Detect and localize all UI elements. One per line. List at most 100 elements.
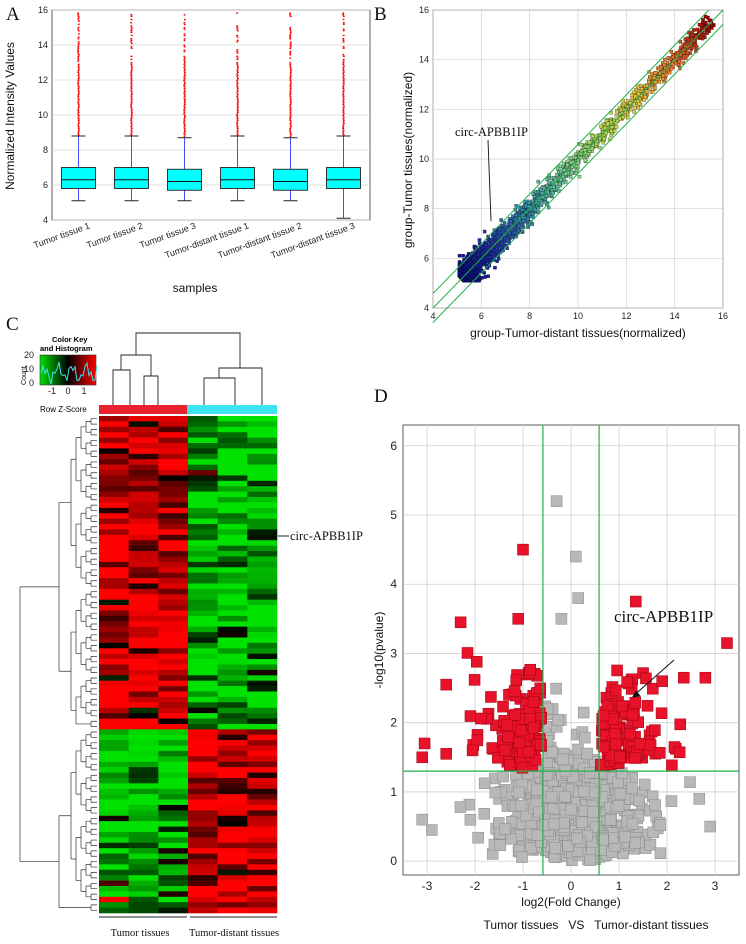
panel-d-point-sig (656, 675, 668, 687)
panel-a-outlier (183, 18, 186, 21)
heatmap-cell (217, 707, 248, 714)
panel-b-point (530, 199, 535, 204)
panel-b-point (507, 231, 512, 235)
heatmap-cell (188, 696, 218, 703)
panel-a-outlier (77, 41, 80, 43)
panel-d-point-nonsig (572, 592, 584, 604)
panel-d-point-sig (440, 748, 452, 760)
heatmap-cell (188, 497, 218, 503)
row-dendrogram-branch (90, 429, 97, 436)
heatmap-cell (158, 513, 189, 519)
heatmap-cell (128, 891, 159, 898)
heatmap-cell (217, 459, 248, 465)
heatmap-cell (128, 750, 159, 757)
panel-a-outlier (183, 73, 186, 75)
panel-b-point (685, 50, 689, 55)
heatmap-cell (128, 534, 159, 541)
panel-a-box (167, 168, 202, 191)
panel-a-outlier (130, 84, 133, 86)
panel-d-point-nonsig (559, 790, 571, 803)
panel-a-outlier (289, 114, 292, 117)
panel-a-outlier (289, 47, 292, 50)
panel-a-outlier (289, 98, 292, 101)
panel-a-outlier (183, 86, 186, 88)
heatmap-cell (158, 669, 189, 676)
heatmap-cell (217, 448, 248, 455)
row-dendrogram-branch (90, 828, 97, 836)
panel-b-xtick: 14 (670, 311, 680, 321)
panel-b-point (509, 219, 513, 223)
row-dendrogram-branch (90, 645, 97, 652)
heatmap-cell (128, 653, 159, 660)
panel-d-point-sig (721, 637, 733, 649)
heatmap-cell (99, 653, 129, 660)
row-dendrogram-branch (80, 512, 86, 536)
panel-a-outlier (130, 41, 133, 43)
heatmap-cell (188, 421, 218, 428)
panel-d-point-sig (624, 728, 636, 741)
panel-b-point (477, 278, 481, 283)
row-dendrogram-branch (90, 699, 97, 706)
heatmap-cell (188, 896, 218, 903)
heatmap-cell (99, 794, 129, 800)
panel-a-outlier (342, 118, 345, 120)
heatmap-cell (217, 831, 248, 838)
row-dendrogram-branch (90, 623, 97, 630)
heatmap-cell (128, 648, 159, 654)
heatmap-cell (128, 561, 159, 568)
panel-a-outlier (183, 100, 186, 102)
panel-a-outlier (342, 14, 345, 16)
heatmap-cell (158, 664, 189, 671)
panel-a-outlier (77, 66, 80, 69)
heatmap-cell (188, 707, 218, 714)
heatmap-cell (99, 626, 129, 633)
panel-a-outlier (236, 71, 239, 73)
panel-a-ytick: 8 (43, 145, 48, 155)
heatmap-cell (128, 513, 159, 519)
heatmap-cell (128, 448, 159, 455)
heatmap-cell (247, 761, 278, 768)
heatmap-cell (247, 718, 278, 725)
panel-a-outlier (130, 127, 133, 129)
heatmap-cell (128, 545, 159, 552)
heatmap-cell (128, 459, 159, 465)
row-dendrogram-branch (85, 842, 91, 854)
panel-a-outlier (77, 82, 80, 85)
panel-a-outlier (183, 46, 186, 48)
row-dendrogram-branch (85, 593, 91, 606)
row-dendrogram-branch (80, 826, 86, 849)
panel-b-point (499, 223, 504, 228)
panel-a-outlier (289, 74, 292, 77)
heatmap-cell (128, 421, 159, 428)
panel-a-outlier (289, 15, 292, 18)
color-key-title-1: Color Key (52, 335, 88, 344)
heatmap-cell (99, 621, 129, 627)
panel-a-outlier (342, 122, 345, 125)
panel-a-outlier (130, 97, 133, 99)
row-dendrogram-branch (85, 637, 91, 649)
heatmap-cell (128, 810, 159, 817)
panel-a-outlier (77, 49, 80, 51)
heatmap-cell (158, 902, 189, 908)
row-dendrogram-branch (90, 861, 97, 868)
heatmap-cell (99, 486, 129, 492)
panel-b-point (559, 177, 563, 182)
panel-d-point-nonsig (525, 842, 537, 854)
heatmap-cell (158, 443, 189, 449)
panel-d-point-sig (607, 713, 620, 725)
heatmap-cell (247, 545, 278, 552)
panel-a-outlier (77, 50, 80, 53)
panel-b-point (502, 221, 507, 225)
heatmap-cell (128, 756, 159, 763)
heatmap-cell (217, 464, 248, 471)
heatmap-cell (128, 497, 159, 503)
heatmap-cell (158, 723, 189, 730)
panel-a-outlier (183, 49, 186, 51)
panel-d-point-sig (678, 671, 690, 684)
heatmap-cell (247, 707, 278, 714)
panel-a-outlier (236, 113, 239, 115)
panel-d-point-nonsig (597, 833, 609, 846)
panel-d-point-sig (470, 656, 483, 668)
panel-a-outlier (289, 84, 292, 86)
panel-b-point (477, 247, 482, 251)
